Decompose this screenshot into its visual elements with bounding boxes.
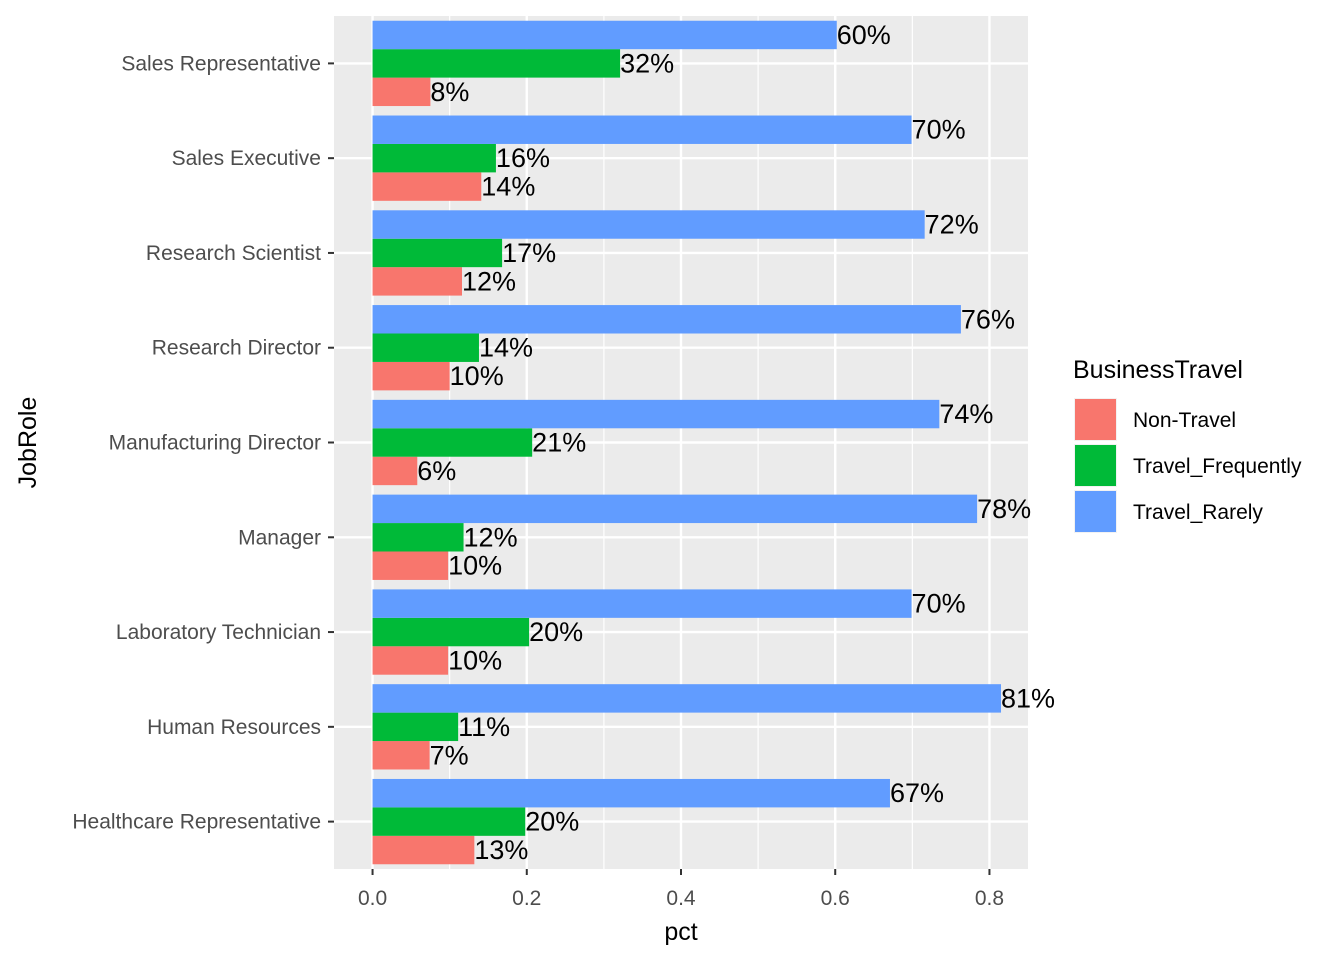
bar-label-travel-frequently-8: 20% (525, 807, 579, 837)
bar-travel-rarely-1 (372, 115, 912, 144)
bar-label-travel-frequently-7: 11% (458, 712, 510, 742)
bar-travel-frequently-2 (372, 238, 503, 268)
bar-non-travel-6 (372, 646, 449, 675)
y-tick-label-8: Healthcare Representative (72, 811, 321, 834)
legend-swatch-travel-rarely (1075, 491, 1116, 532)
bar-label-non-travel-1: 14% (481, 172, 535, 202)
legend-label-travel-rarely: Travel_Rarely (1133, 501, 1263, 524)
legend-swatch-non-travel (1075, 399, 1116, 440)
bar-label-travel-frequently-1: 16% (496, 143, 550, 173)
bar-travel-frequently-1 (372, 143, 496, 173)
y-tick-label-7: Human Resources (147, 716, 321, 739)
bar-label-travel-frequently-0: 32% (620, 48, 674, 78)
bar-travel-frequently-8 (372, 807, 526, 836)
bar-label-travel-rarely-0: 60% (837, 20, 891, 50)
x-tick-label-0: 0.0 (358, 887, 387, 910)
bar-label-travel-frequently-3: 14% (479, 333, 533, 363)
bar-label-non-travel-0: 8% (430, 77, 469, 107)
bar-travel-rarely-2 (372, 210, 925, 239)
bar-label-travel-rarely-1: 70% (912, 115, 966, 145)
bar-label-travel-frequently-4: 21% (532, 428, 586, 458)
bar-travel-rarely-3 (372, 305, 961, 334)
y-tick-label-6: Laboratory Technician (116, 621, 321, 644)
legend-label-non-travel: Non-Travel (1133, 409, 1236, 432)
legend: BusinessTravel Non-Travel Travel_Frequent… (1073, 356, 1302, 533)
bar-travel-rarely-5 (372, 494, 978, 524)
bar-travel-rarely-0 (372, 20, 837, 50)
bar-labels: 8%32%60%14%16%70%12%17%72%10%14%76%6%21%… (417, 20, 1055, 865)
bar-label-non-travel-8: 13% (474, 835, 528, 865)
bar-non-travel-7 (372, 741, 430, 770)
bar-non-travel-5 (372, 551, 449, 580)
bar-non-travel-3 (372, 361, 450, 391)
bar-label-non-travel-4: 6% (417, 456, 456, 486)
bar-label-non-travel-6: 10% (448, 645, 502, 675)
y-tick-label-3: Research Director (152, 337, 321, 360)
bar-travel-frequently-5 (372, 523, 464, 552)
y-tick-label-1: Sales Executive (172, 147, 321, 170)
bar-label-travel-rarely-4: 74% (939, 399, 993, 429)
bar-label-non-travel-2: 12% (462, 266, 516, 296)
legend-title: BusinessTravel (1073, 356, 1243, 384)
bar-label-travel-frequently-2: 17% (502, 238, 556, 268)
bar-label-travel-frequently-6: 20% (529, 617, 583, 647)
legend-swatch-travel-frequently (1075, 445, 1116, 486)
bar-travel-rarely-4 (372, 399, 940, 429)
bar-label-travel-rarely-8: 67% (890, 778, 944, 808)
bar-label-travel-rarely-7: 81% (1001, 683, 1055, 713)
bar-label-travel-rarely-6: 70% (912, 589, 966, 619)
bar-non-travel-2 (372, 267, 463, 296)
x-tick-label-4: 0.8 (975, 887, 1004, 910)
bar-label-travel-rarely-5: 78% (977, 494, 1031, 524)
bar-label-non-travel-3: 10% (450, 361, 504, 391)
bar-travel-frequently-6 (372, 617, 530, 647)
x-tick-label-3: 0.6 (821, 887, 850, 910)
bar-travel-rarely-6 (372, 589, 912, 618)
x-tick-label-1: 0.2 (512, 887, 541, 910)
bar-label-non-travel-7: 7% (430, 740, 469, 770)
bar-non-travel-0 (372, 77, 431, 107)
bar-non-travel-8 (372, 835, 475, 865)
bar-travel-rarely-8 (372, 778, 890, 808)
bar-travel-frequently-3 (372, 333, 479, 362)
y-axis: Sales Representative Sales Executive Resea… (72, 52, 334, 834)
bar-travel-frequently-7 (372, 712, 459, 742)
grid-lines (334, 16, 1028, 869)
bar-non-travel-1 (372, 172, 482, 201)
bar-label-travel-rarely-3: 76% (961, 304, 1015, 334)
y-tick-label-5: Manager (238, 526, 321, 549)
bar-travel-rarely-7 (372, 684, 1002, 713)
bar-label-travel-rarely-2: 72% (925, 210, 979, 240)
y-tick-label-0: Sales Representative (121, 52, 321, 75)
legend-label-travel-frequently: Travel_Frequently (1133, 455, 1302, 478)
bar-label-travel-frequently-5: 12% (464, 522, 518, 552)
y-tick-label-2: Research Scientist (146, 242, 321, 265)
x-tick-label-2: 0.4 (666, 887, 696, 910)
x-axis: 0.0 0.2 0.4 0.6 0.8 (358, 869, 1004, 910)
bar-travel-frequently-4 (372, 428, 533, 457)
bar-label-non-travel-5: 10% (448, 551, 502, 581)
bars (372, 20, 1002, 865)
y-axis-title: JobRole (14, 397, 42, 489)
y-tick-label-4: Manufacturing Director (109, 432, 321, 455)
bar-travel-frequently-0 (372, 49, 621, 78)
x-axis-title: pct (664, 918, 697, 946)
bar-non-travel-4 (372, 456, 418, 486)
